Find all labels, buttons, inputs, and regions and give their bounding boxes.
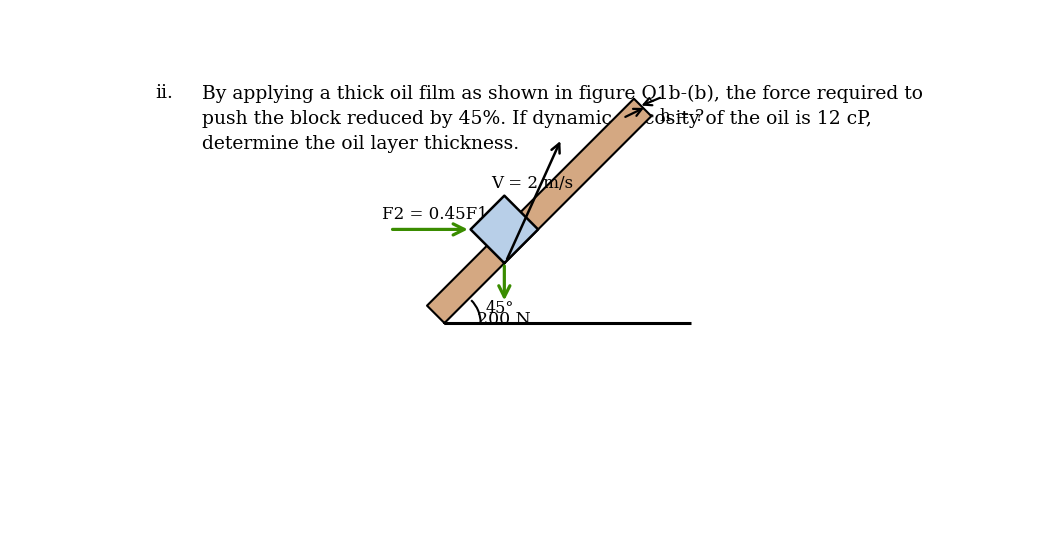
Text: h = ?: h = ? [659,108,704,125]
Text: V = 2 m/s: V = 2 m/s [491,175,573,192]
Text: push the block reduced by 45%. If dynamic viscosity of the oil is 12 cP,: push the block reduced by 45%. If dynami… [202,110,872,128]
Text: ii.: ii. [156,85,174,102]
Text: determine the oil layer thickness.: determine the oil layer thickness. [202,135,519,153]
Polygon shape [470,195,538,263]
Text: 45°: 45° [486,300,514,317]
Text: 200 N: 200 N [477,311,531,328]
Text: By applying a thick oil film as shown in figure Q1b-(b), the force required to: By applying a thick oil film as shown in… [202,85,922,103]
Polygon shape [427,99,651,323]
Text: F2 = 0.45F1: F2 = 0.45F1 [382,206,488,223]
